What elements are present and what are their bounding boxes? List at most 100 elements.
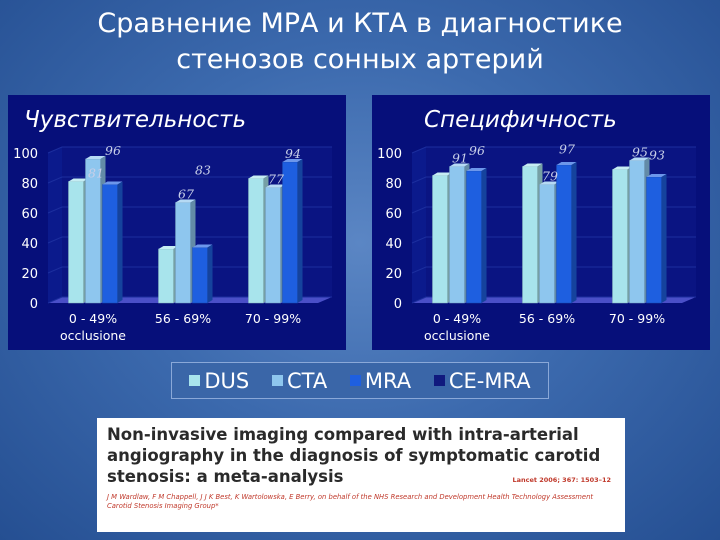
gridline (47, 146, 332, 154)
category-label: 56 - 69% (519, 311, 575, 326)
bar-mra (102, 184, 118, 304)
bar-side-mra (661, 174, 667, 303)
bar-cta (175, 202, 191, 304)
bar-top-mra (646, 174, 667, 177)
gridline (411, 146, 696, 154)
category-sublabel: occlusione (424, 328, 490, 343)
legend-label-dus: DUS (204, 368, 250, 393)
category-label: 56 - 69% (155, 311, 211, 326)
data-label: 97 (559, 142, 575, 157)
data-label: 94 (285, 146, 301, 161)
bar-top-cta (175, 199, 196, 203)
legend-label-ce-mra: CE-MRA (448, 368, 531, 393)
y-tick-label: 20 (21, 267, 38, 282)
bar-top-mra (466, 168, 487, 171)
specificity-chart-panel: Специфичность 0 20 40 60 80 100 0 - 49% 56 - 69%… (372, 95, 710, 350)
y-tick-label: 60 (385, 207, 402, 222)
bar-side-mra (117, 181, 123, 303)
bar-top-dus (612, 166, 633, 170)
bar-dus (68, 181, 84, 304)
bar-dus (158, 248, 174, 304)
bar-top-mra (192, 244, 213, 248)
bar-top-cta (449, 163, 470, 167)
gridline (411, 236, 696, 244)
gridline (47, 206, 332, 214)
gridline (411, 266, 696, 274)
chart-side-wall (412, 147, 426, 303)
bar-top-mra (102, 181, 123, 185)
bar-mra (192, 247, 208, 304)
chart-title: Специфичность (424, 107, 617, 133)
bar-top-cta (629, 157, 650, 161)
category-label: 0 - 49% (69, 311, 117, 326)
category-label: 0 - 49% (433, 311, 481, 326)
data-label: 67 (178, 187, 194, 202)
y-tick-label: 0 (30, 297, 38, 312)
bar-top-dus (248, 175, 269, 179)
gridline (411, 296, 696, 304)
category-sublabel: occlusione (60, 328, 126, 343)
legend-label-cta: CTA (286, 368, 328, 393)
data-label: 96 (105, 143, 121, 158)
legend-item-ce-mra: CE-MRA (433, 368, 531, 393)
bar-mra (282, 161, 298, 304)
y-tick-label: 80 (385, 177, 402, 192)
specificity-chart: Специфичность 0 20 40 60 80 100 0 - 49% 56 - 69%… (377, 107, 696, 343)
citation-journal: Lancet 2006; 367: 1503–12 (512, 476, 611, 484)
bar-top-dus (68, 178, 89, 182)
bar-top-mra (556, 162, 577, 165)
legend-label-mra: MRA (364, 368, 412, 393)
bar-dus (432, 175, 448, 304)
bar-cta (539, 184, 555, 304)
bar-side-mra (207, 244, 213, 303)
data-label: 91 (452, 151, 468, 166)
gridline (411, 176, 696, 184)
y-tick-label: 40 (21, 237, 38, 252)
sensitivity-chart-panel: Чувствительность 0 20 40 60 80 100 0 - 49% 56 - … (8, 95, 346, 350)
gridline (47, 296, 332, 304)
citation-title-line-2: angiography in the diagnosis of symptoma… (107, 446, 601, 465)
y-tick-label: 60 (21, 207, 38, 222)
citation-title-line-1: Non-invasive imaging compared with intra… (107, 425, 579, 444)
y-tick-label: 0 (394, 297, 402, 312)
gridline (47, 236, 332, 244)
gridline (47, 176, 332, 184)
bar-dus (522, 166, 538, 304)
category-label: 70 - 99% (609, 311, 665, 326)
chart-side-wall (48, 147, 62, 303)
bar-top-cta (85, 156, 106, 159)
data-label: 77 (268, 172, 284, 187)
bar-mra (646, 176, 662, 304)
data-label: 95 (632, 145, 648, 160)
gridline (47, 266, 332, 274)
data-label: 93 (649, 148, 665, 163)
bar-top-dus (432, 172, 453, 176)
slide-title-line-2: стенозов сонных артерий (176, 44, 544, 75)
y-tick-label: 80 (21, 177, 38, 192)
bar-dus (612, 169, 628, 304)
bar-top-cta (265, 184, 286, 188)
bar-cta (449, 166, 465, 304)
bar-top-mra (282, 159, 303, 162)
y-tick-label: 100 (377, 147, 402, 162)
citation-authors-line-2: Carotid Stenosis Imaging Group* (107, 502, 219, 510)
chart-title: Чувствительность (24, 107, 246, 133)
citation-title: Non-invasive imaging compared with intra… (107, 424, 615, 491)
legend-swatch-ce-mra (433, 375, 445, 386)
slide-title: Сравнение МРА и КТА в диагностике стеноз… (0, 6, 720, 78)
bar-mra (466, 170, 482, 304)
bar-side-mra (481, 168, 487, 303)
data-label: 83 (195, 163, 211, 178)
bar-cta (85, 158, 101, 304)
legend-item-dus: DUS (189, 369, 249, 393)
legend-swatch-mra (349, 375, 361, 386)
data-label: 96 (469, 143, 485, 158)
bar-top-dus (158, 246, 179, 249)
citation-authors-line-1: J M Wardlaw, F M Chappell, J J K Best, K… (107, 493, 594, 501)
bar-mra (556, 164, 572, 304)
bar-cta (629, 160, 645, 304)
bar-side-mra (571, 162, 577, 303)
bar-cta (265, 187, 281, 304)
sensitivity-chart: Чувствительность 0 20 40 60 80 100 0 - 49% 56 - … (13, 107, 332, 343)
data-label: 81 (88, 166, 104, 181)
